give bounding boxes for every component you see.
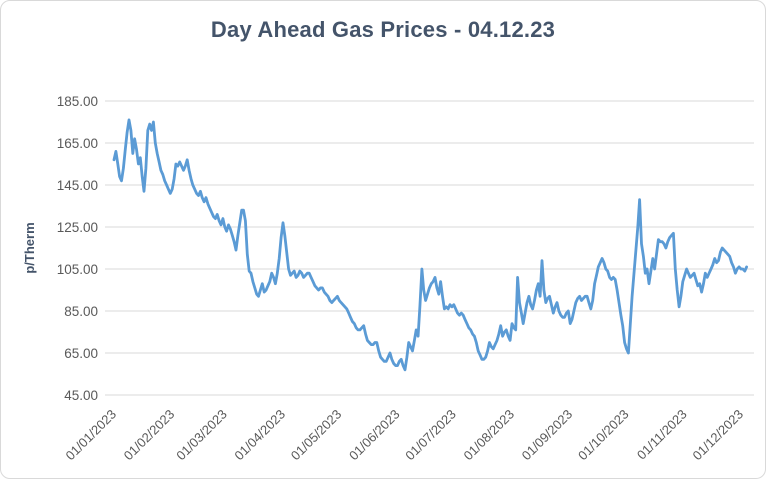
price-line-series [112, 118, 748, 372]
x-axis-tick-label: 01/01/2023 [62, 407, 119, 464]
y-axis-tick-label: 45.00 [64, 388, 98, 403]
y-axis-tick-label: 125.00 [57, 220, 98, 235]
x-axis-tick-label: 01/02/2023 [121, 407, 178, 464]
x-axis-tick-label: 01/04/2023 [231, 407, 288, 464]
chart-title: Day Ahead Gas Prices - 04.12.23 [210, 17, 556, 42]
y-axis-tick-label: 85.00 [64, 304, 98, 319]
y-axis-tick-label: 185.00 [57, 94, 98, 109]
y-axis-tick-label: 165.00 [57, 136, 98, 151]
x-axis-tick-label: 01/07/2023 [402, 407, 459, 464]
x-axis-tick-label: 01/09/2023 [519, 407, 576, 464]
x-axis-tick-label: 01/12/2023 [689, 407, 746, 464]
x-axis-tick-label: 01/06/2023 [346, 407, 403, 464]
x-axis-tick-label: 01/05/2023 [288, 407, 345, 464]
x-axis-tick-label: 01/11/2023 [634, 407, 690, 463]
y-axis-tick-label: 105.00 [57, 262, 98, 277]
x-axis-tick-label: 01/08/2023 [460, 407, 517, 464]
x-axis-tick-label: 01/10/2023 [575, 407, 632, 464]
y-axis-tick-label: 145.00 [57, 178, 98, 193]
y-axis-tick-label: 65.00 [64, 346, 98, 361]
y-axis-title: p/Therm [22, 222, 37, 273]
x-axis-tick-label: 01/03/2023 [173, 407, 230, 464]
